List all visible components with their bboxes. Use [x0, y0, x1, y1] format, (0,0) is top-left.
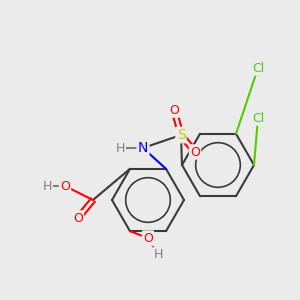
Text: H: H [42, 179, 52, 193]
Text: Cl: Cl [252, 112, 264, 124]
Text: H: H [115, 142, 125, 154]
Text: O: O [169, 103, 179, 116]
Text: O: O [190, 146, 200, 158]
Text: Cl: Cl [252, 61, 264, 74]
Text: N: N [138, 141, 148, 155]
Text: O: O [73, 212, 83, 224]
Text: O: O [60, 179, 70, 193]
Text: O: O [143, 232, 153, 244]
Text: H: H [153, 248, 163, 262]
Text: S: S [177, 128, 185, 142]
